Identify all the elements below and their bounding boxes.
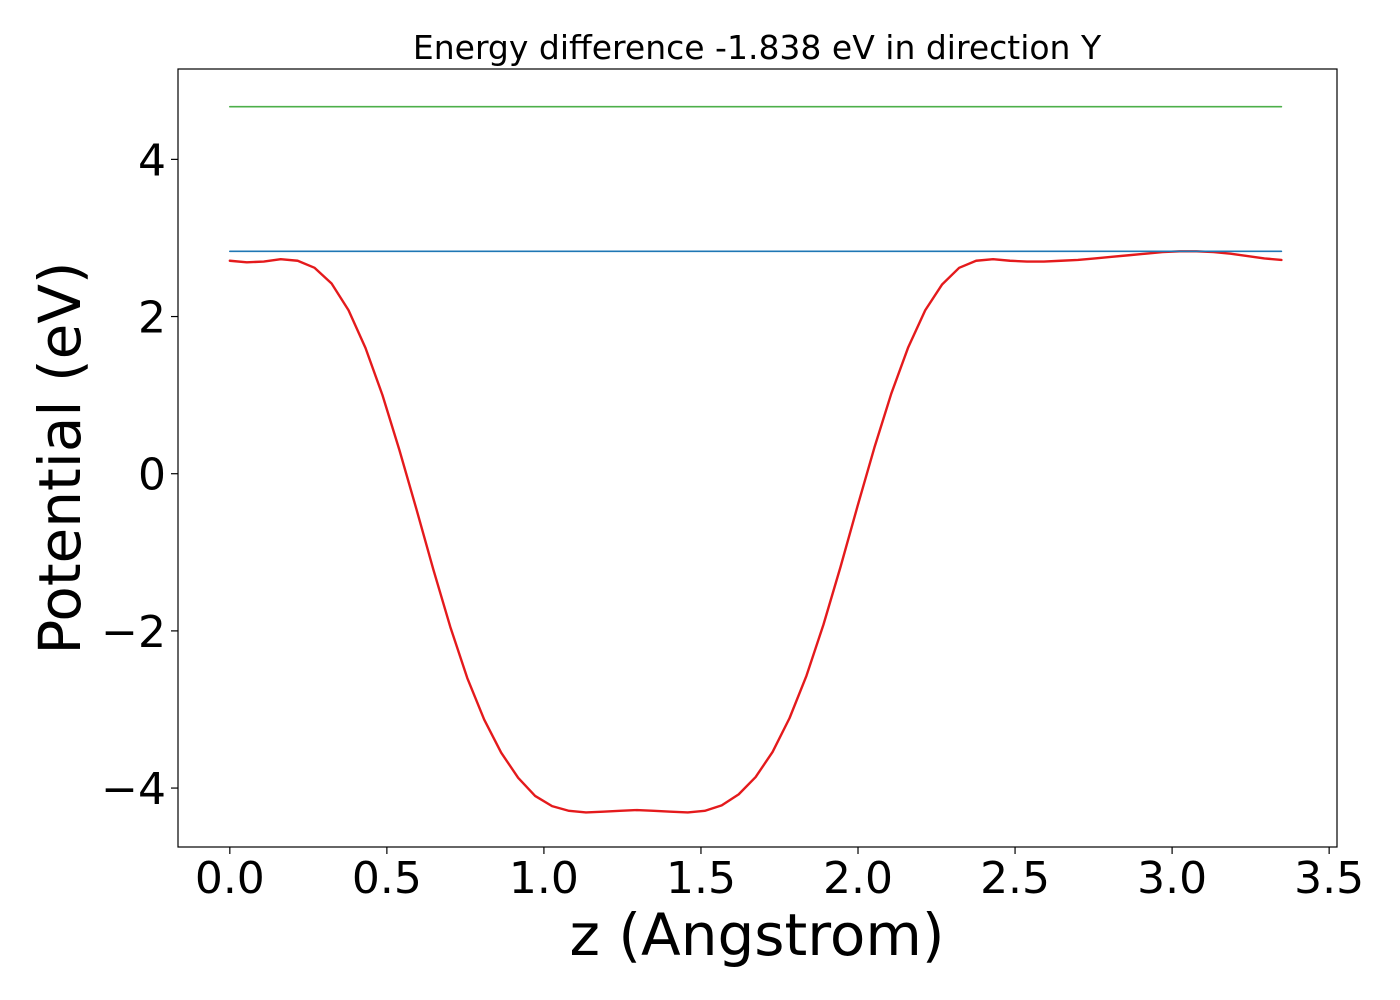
x-axis-ticks: 0.0 0.5 1.0 1.5 2.0 2.5 3.0 3.5 — [195, 847, 1364, 904]
y-tick-label: −2 — [101, 607, 166, 658]
x-tick-label: 0.5 — [352, 853, 422, 904]
x-tick-label: 0.0 — [195, 853, 265, 904]
series-layer — [228, 105, 1283, 814]
y-tick-label: 2 — [138, 293, 166, 344]
y-tick-label: 0 — [138, 450, 166, 501]
x-tick-label: 3.0 — [1137, 853, 1207, 904]
x-tick-label: 3.5 — [1294, 853, 1364, 904]
x-tick-label: 1.5 — [666, 853, 736, 904]
x-tick-label: 2.5 — [980, 853, 1050, 904]
plot-area-frame — [177, 68, 1338, 848]
y-axis-ticks: −4 −2 0 2 4 — [101, 135, 178, 815]
y-tick-label: −4 — [101, 764, 166, 815]
x-tick-label: 1.0 — [509, 853, 579, 904]
x-axis-label: z (Angstrom) — [570, 901, 945, 969]
y-axis-label: Potential (eV) — [26, 261, 94, 654]
x-tick-label: 2.0 — [823, 853, 893, 904]
chart-title: Energy difference -1.838 eV in direction… — [413, 28, 1102, 67]
y-tick-label: 4 — [138, 135, 166, 186]
potential-profile-line — [228, 250, 1283, 814]
